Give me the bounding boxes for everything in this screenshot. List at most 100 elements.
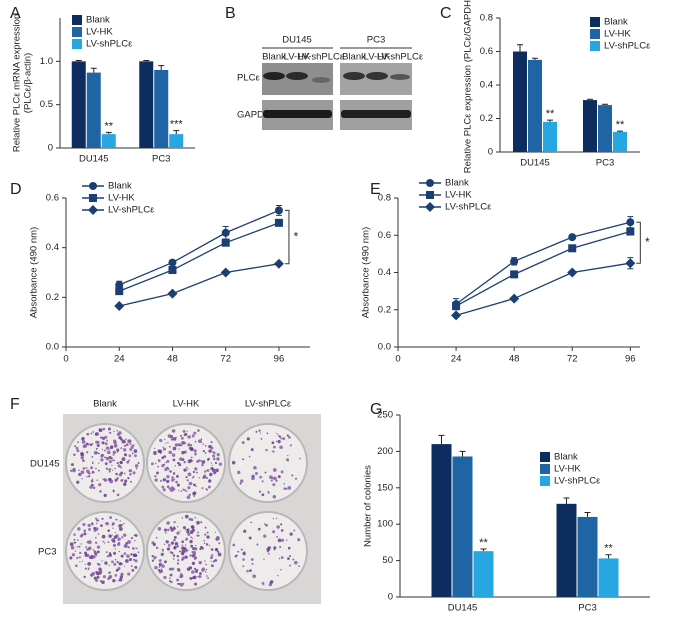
colony	[127, 477, 130, 480]
y-tick-label: 0.4	[46, 242, 59, 253]
colony	[172, 558, 175, 560]
colony	[206, 531, 208, 534]
colony	[104, 456, 107, 459]
x-tick-label: DU145	[520, 158, 550, 169]
significance: ***	[170, 119, 184, 131]
colony	[280, 568, 282, 571]
x-tick-label: 0	[63, 354, 68, 365]
colony	[127, 540, 131, 544]
colony	[181, 558, 184, 561]
colony	[76, 545, 79, 548]
colony	[116, 461, 119, 465]
colony	[186, 530, 190, 534]
legend-swatch	[540, 476, 550, 486]
marker	[451, 310, 462, 321]
colony	[169, 445, 171, 448]
colony	[80, 456, 85, 460]
colony	[191, 570, 195, 574]
colony	[98, 452, 100, 455]
colony	[187, 443, 191, 447]
colony	[173, 538, 176, 542]
colony	[242, 551, 246, 556]
colony	[125, 541, 129, 545]
colony	[213, 457, 216, 461]
line	[118, 209, 280, 286]
error-bar	[90, 67, 97, 73]
line	[119, 263, 280, 307]
marker	[426, 191, 434, 199]
colony	[89, 556, 92, 559]
bar	[139, 61, 154, 149]
colony	[164, 438, 166, 441]
legend-swatch	[590, 17, 600, 27]
colony	[251, 476, 255, 481]
error-bar	[563, 497, 570, 504]
colony	[134, 559, 138, 563]
colony	[211, 564, 214, 568]
colony	[277, 574, 279, 577]
colony	[120, 563, 123, 566]
band	[263, 110, 332, 118]
legend-swatch	[590, 29, 600, 39]
colony	[102, 575, 107, 579]
colony	[208, 444, 212, 449]
colony	[174, 542, 179, 546]
colony	[114, 478, 118, 482]
colony	[120, 523, 123, 527]
colony	[159, 479, 163, 482]
marker	[167, 288, 178, 299]
error-bar	[459, 450, 466, 457]
colony	[122, 533, 127, 537]
colony	[258, 429, 261, 432]
colony	[104, 449, 107, 452]
colony	[204, 444, 207, 447]
colony	[80, 452, 85, 457]
colony	[95, 578, 99, 582]
colony	[87, 540, 92, 545]
colony	[96, 545, 101, 549]
colony	[181, 450, 185, 455]
colony	[171, 453, 176, 457]
colony	[194, 556, 198, 559]
colony	[76, 449, 80, 453]
colony	[113, 459, 115, 462]
colony	[135, 547, 137, 549]
x-tick-label: DU145	[448, 603, 478, 614]
legend-label: Blank	[108, 181, 132, 192]
lane-label: LV-shPLCε	[298, 52, 345, 63]
bar	[528, 59, 542, 152]
colony	[248, 455, 251, 458]
colony	[105, 456, 110, 461]
marker	[626, 218, 635, 227]
colony	[104, 478, 108, 482]
colony	[88, 527, 91, 531]
marker	[168, 266, 177, 275]
colony	[268, 582, 273, 587]
colony	[255, 430, 258, 433]
colony	[287, 454, 289, 457]
colony	[104, 442, 108, 446]
colony	[173, 478, 176, 480]
colony	[77, 441, 79, 443]
colony	[157, 459, 161, 463]
colony	[197, 575, 199, 578]
colony	[201, 568, 205, 572]
colony	[126, 554, 130, 558]
colony	[82, 459, 85, 462]
colony	[163, 455, 167, 458]
significance: **	[479, 537, 488, 549]
colony	[98, 569, 103, 574]
colony	[70, 545, 75, 550]
colony	[122, 448, 127, 452]
colony	[158, 563, 161, 566]
colony	[125, 438, 127, 441]
colony	[108, 571, 111, 574]
colony	[171, 567, 175, 571]
colony	[196, 471, 198, 474]
colony	[187, 435, 191, 439]
colony	[116, 561, 119, 564]
colony	[246, 569, 249, 573]
colony	[289, 532, 293, 536]
colony	[134, 464, 139, 468]
